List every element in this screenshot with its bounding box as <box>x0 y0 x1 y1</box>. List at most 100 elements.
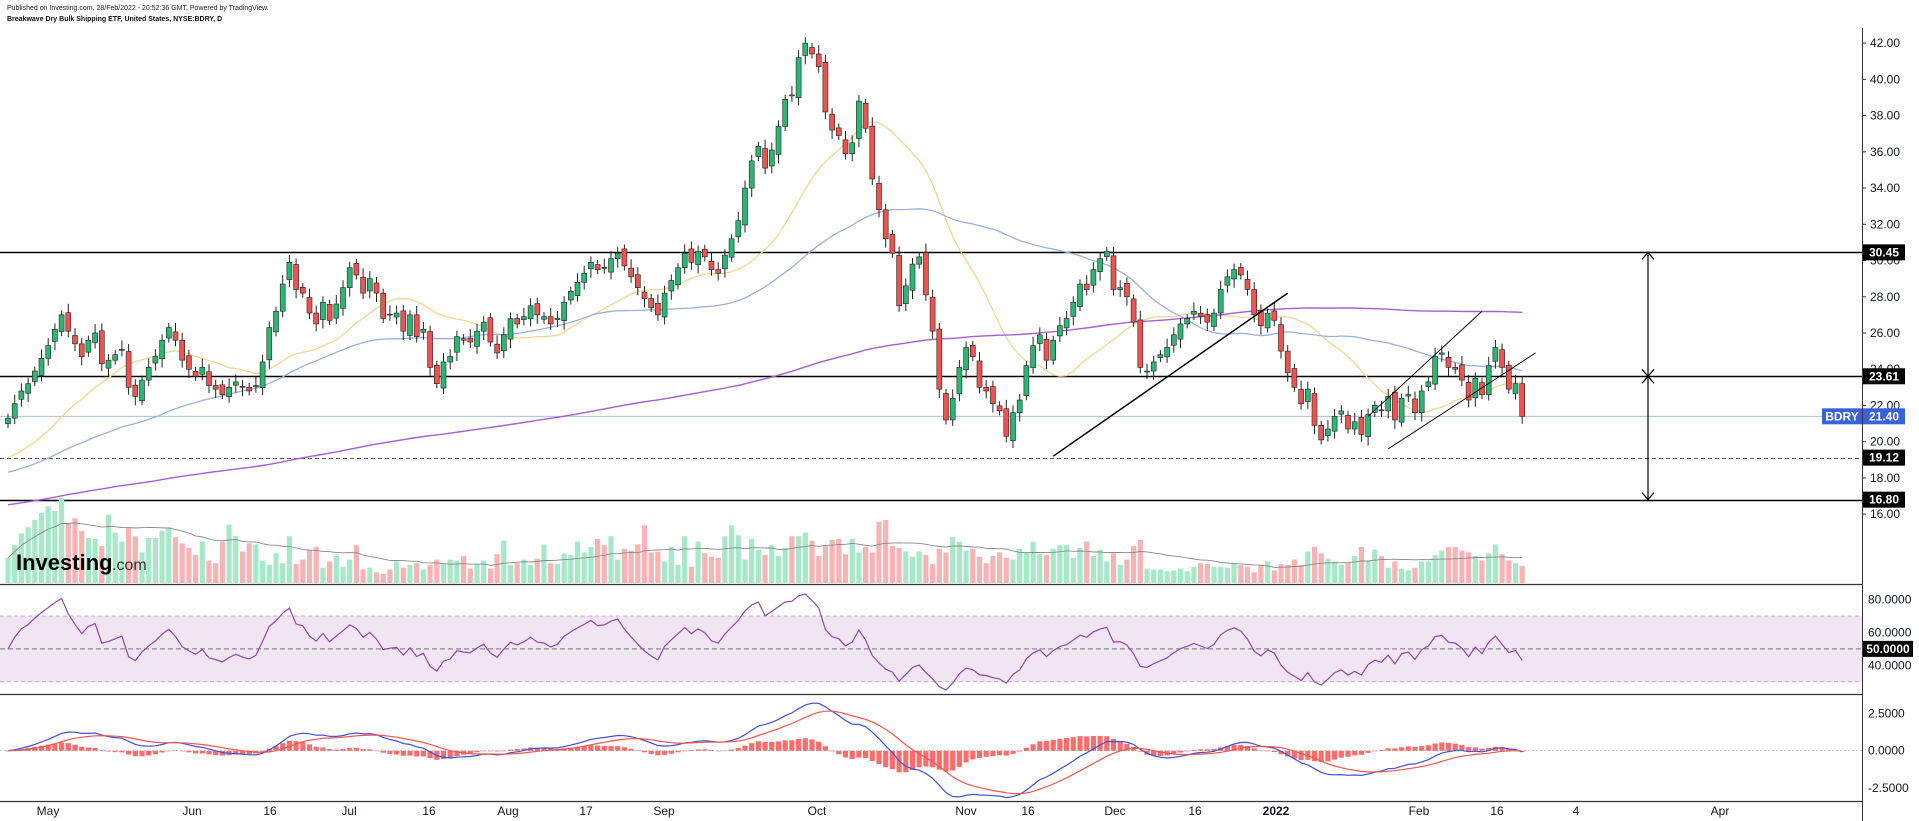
volume-bar <box>1378 556 1385 583</box>
candle-up <box>1425 381 1432 387</box>
volume-bar <box>1084 541 1090 583</box>
candle-down <box>983 387 990 392</box>
macd-histogram-bar <box>1399 747 1405 751</box>
volume-bar <box>387 569 393 583</box>
volume-bar <box>159 530 165 583</box>
volume-bar <box>246 543 252 583</box>
volume-bar <box>1124 559 1130 583</box>
candle-up <box>661 292 668 318</box>
volume-bar <box>1492 544 1498 583</box>
candle-down <box>634 274 641 288</box>
macd-histogram-bar <box>601 745 607 751</box>
candle-up <box>233 381 239 386</box>
macd-histogram-bar <box>400 750 406 756</box>
macd-histogram-bar <box>655 750 661 756</box>
macd-histogram-bar <box>923 750 929 767</box>
candle-down <box>715 269 722 274</box>
x-tick-label: Sep <box>653 804 675 818</box>
candle-up <box>782 98 789 127</box>
volume-bar <box>373 572 380 583</box>
candle-down <box>380 292 387 319</box>
macd-histogram-bar <box>836 750 842 755</box>
candle-down <box>969 345 976 357</box>
candle-down <box>628 267 634 278</box>
candle-up <box>273 310 279 333</box>
volume-bar <box>327 561 333 583</box>
candle-up <box>440 361 447 389</box>
candle-up <box>145 367 152 381</box>
volume-bar <box>407 565 413 583</box>
candle-up <box>1398 397 1405 423</box>
candle-down <box>1124 283 1130 298</box>
last-price-tag-label: 21.40 <box>1869 409 1899 423</box>
volume-bar <box>869 552 875 583</box>
macd-histogram-bar <box>856 750 862 758</box>
instrument-title: Breakwave Dry Bulk Shipping ETF, United … <box>7 16 223 23</box>
volume-bar <box>1298 565 1304 583</box>
volume-bar <box>146 538 152 583</box>
candle-up <box>554 318 561 320</box>
candle-up <box>909 263 916 291</box>
volume-bar <box>1425 561 1431 583</box>
candle-up <box>1016 399 1023 414</box>
volume-bar <box>548 563 554 583</box>
x-tick-label: Aug <box>497 804 518 818</box>
candle-up <box>614 252 621 260</box>
axis-frame <box>0 28 1863 821</box>
macd-histogram-bar <box>842 750 849 758</box>
volume-bar <box>588 547 594 583</box>
candle-up <box>119 348 125 351</box>
symbol-tag <box>1822 408 1862 425</box>
volume-bar <box>347 559 353 583</box>
macd-histogram-bar <box>347 747 353 751</box>
volume-bar <box>1050 548 1056 583</box>
published-note: Published on Investing.com, 28/Feb/2022 … <box>7 5 269 12</box>
macd-histogram-bar <box>38 745 45 751</box>
ma200-line <box>7 307 1523 506</box>
macd-histogram-bar <box>816 741 822 751</box>
x-tick-label: 16 <box>263 804 277 818</box>
volume-bar <box>280 563 286 583</box>
candle-down <box>815 53 822 67</box>
volume-bar <box>1131 546 1137 583</box>
volume-bar <box>1231 563 1237 583</box>
volume-bar <box>923 555 929 583</box>
macd-histogram-bar <box>909 750 916 771</box>
candle-down <box>239 385 246 388</box>
volume-bar <box>742 559 748 583</box>
macd-histogram-bar <box>541 747 547 751</box>
candle-down <box>219 384 226 395</box>
candle-up <box>1150 361 1157 372</box>
volume-layer <box>5 497 1525 583</box>
macd-histogram-bar <box>146 750 152 756</box>
candle-up <box>253 385 259 387</box>
volume-bar <box>219 541 225 583</box>
candle-down <box>1465 381 1472 401</box>
macd-histogram-bar <box>1419 746 1425 751</box>
candle-down <box>387 313 393 316</box>
candle-up <box>52 329 58 342</box>
volume-bar <box>467 568 473 583</box>
volume-bar <box>662 561 668 583</box>
macd-histogram-bar <box>1191 749 1197 751</box>
macd-line <box>7 702 1523 799</box>
volume-bar <box>1399 568 1405 583</box>
candle-up <box>1325 428 1331 436</box>
candle-down <box>1204 314 1211 323</box>
volume-bar <box>1432 555 1438 583</box>
macd-histogram-bar <box>447 750 453 759</box>
candle-down <box>1378 409 1385 412</box>
volume-bar <box>514 563 520 583</box>
candle-down <box>1291 368 1298 388</box>
volume-bar <box>179 543 185 583</box>
candle-up <box>949 397 956 421</box>
candle-up <box>507 318 514 340</box>
macd-histogram-bar <box>1372 750 1378 752</box>
macd-histogram-bar <box>52 743 58 751</box>
candle-up <box>1211 312 1217 327</box>
macd-histogram-bar <box>380 750 386 753</box>
rsi-midline-tag <box>1863 640 1913 657</box>
volume-bar <box>1258 565 1264 583</box>
candle-up <box>1385 396 1391 412</box>
